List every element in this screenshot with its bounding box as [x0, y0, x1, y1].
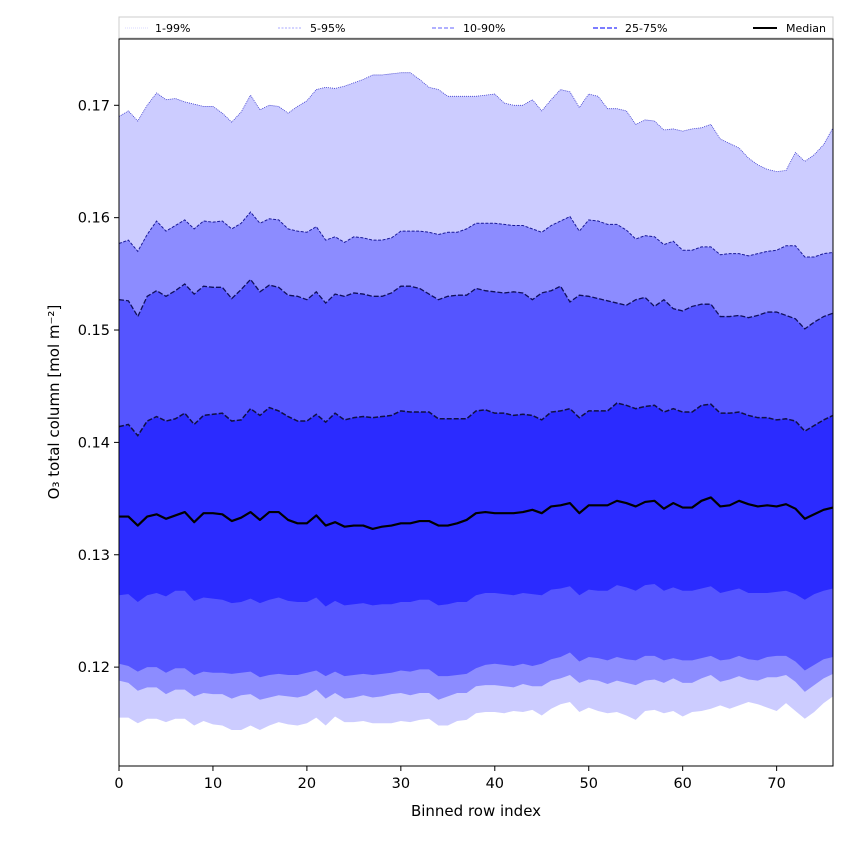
y-tick-label: 0.13 — [78, 548, 110, 564]
line-5-95-upper — [118, 211, 834, 258]
y-tick-label: 0.17 — [78, 98, 110, 114]
plot-frame — [118, 38, 834, 767]
legend-label: 25-75% — [625, 22, 667, 35]
legend-label: 1-99% — [155, 22, 190, 35]
legend-box — [118, 16, 834, 39]
x-tick-label: 50 — [580, 776, 598, 792]
x-tick-label: 20 — [298, 776, 316, 792]
line-1-99-upper — [118, 72, 834, 172]
y-axis: 0.12 0.13 0.14 0.15 0.16 0.17 — [78, 98, 119, 676]
y-tick-label: 0.14 — [78, 435, 110, 451]
x-tick-label: 10 — [204, 776, 222, 792]
line-10-90-upper — [118, 278, 834, 330]
legend: 1-99% 5-95% 10-90% 25-75% Median — [118, 16, 834, 39]
median-line — [119, 496, 834, 531]
x-axis: 0 10 20 30 40 50 60 70 — [114, 766, 786, 792]
x-tick-label: 40 — [486, 776, 504, 792]
legend-label: 5-95% — [310, 22, 345, 35]
bands-layer — [119, 72, 833, 731]
x-tick-label: 0 — [114, 776, 123, 792]
x-tick-label: 60 — [673, 776, 691, 792]
band-25-75 — [119, 403, 833, 607]
y-tick-label: 0.12 — [78, 660, 110, 676]
x-tick-label: 30 — [392, 776, 410, 792]
x-tick-label: 70 — [767, 776, 785, 792]
legend-label: Median — [786, 22, 826, 35]
y-axis-label: O₃ total column [mol m⁻²] — [45, 305, 63, 500]
y-tick-label: 0.15 — [78, 323, 110, 339]
y-tick-label: 0.16 — [78, 211, 110, 227]
legend-label: 10-90% — [463, 22, 505, 35]
x-axis-label: Binned row index — [411, 802, 541, 820]
lines-layer — [118, 72, 834, 531]
line-25-75-upper — [118, 402, 834, 437]
